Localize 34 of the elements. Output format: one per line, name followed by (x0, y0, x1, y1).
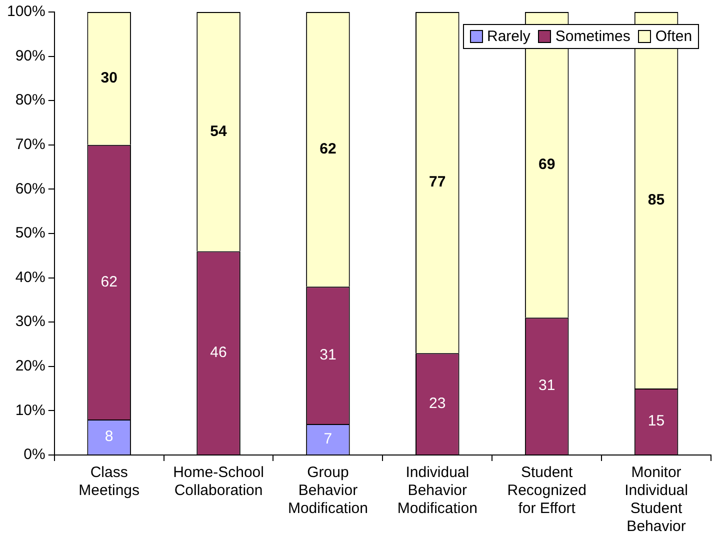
data-label: 7 (324, 430, 332, 448)
y-tick-label: 70% (15, 136, 46, 154)
data-label: 46 (210, 344, 227, 361)
y-tick-label: 10% (15, 402, 46, 419)
data-label: 69 (538, 156, 556, 173)
legend-label: Rarely (487, 28, 530, 45)
y-tick-label: 0% (24, 446, 46, 464)
y-tick-label: 50% (15, 224, 46, 242)
data-label: 62 (100, 273, 118, 290)
y-tick-label: 90% (15, 47, 46, 64)
y-tick-label: 30% (15, 313, 46, 330)
y-tick-label: 80% (15, 92, 46, 109)
data-label: 62 (320, 140, 336, 158)
x-tick-label: Group Behavior Modification (288, 464, 368, 518)
legend-label: Sometimes (555, 28, 630, 45)
y-tick-label: 40% (15, 268, 46, 286)
data-label: 15 (648, 412, 665, 430)
x-tick-label: Class Meetings (78, 464, 140, 500)
data-label: 77 (429, 174, 446, 191)
data-label: 30 (100, 70, 118, 87)
data-label: 8 (104, 428, 114, 446)
legend-label: Often (655, 28, 692, 45)
x-tick-label: Home-School Collaboration (173, 464, 264, 500)
data-label: 31 (320, 346, 336, 364)
x-tick-label: Monitor Individual Student Behavior (624, 464, 688, 536)
x-tick-label: Student Recognized for Effort (507, 464, 586, 518)
x-tick-label: Individual Behavior Modification (397, 464, 478, 518)
data-label: 31 (538, 377, 556, 394)
data-label: 85 (648, 191, 665, 208)
data-label: 54 (210, 122, 228, 140)
data-label: 23 (429, 394, 446, 412)
y-tick-label: 20% (15, 358, 46, 375)
y-tick-label: 100% (6, 3, 46, 20)
y-tick-label: 60% (15, 180, 46, 198)
